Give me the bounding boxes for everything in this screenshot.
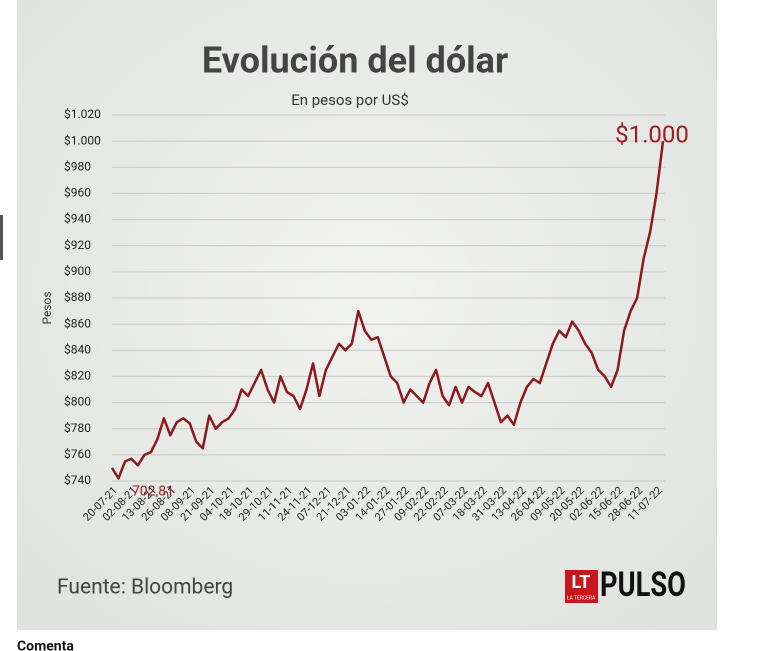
chart-title: Evolución del dólar: [202, 40, 508, 82]
y-tick-label: $860: [64, 316, 91, 330]
end-annotation: $1.000: [615, 120, 689, 148]
chart-subtitle: En pesos por US$: [291, 91, 409, 109]
y-axis-label: Pesos: [40, 291, 54, 324]
y-tick-label: $900: [64, 264, 91, 278]
y-tick-label: $800: [64, 395, 91, 409]
comment-link[interactable]: Comenta: [17, 639, 74, 651]
edge-mark: [0, 215, 3, 260]
y-tick-label: $740: [64, 473, 91, 487]
price-line: [110, 140, 665, 480]
infographic-background: [17, 0, 717, 630]
logo-small: LA TERCERA: [567, 595, 596, 601]
y-tick-label: $960: [64, 186, 91, 200]
y-tick-label: $1.020: [64, 107, 101, 121]
logo-box: [565, 570, 598, 603]
y-tick-label: $940: [64, 212, 91, 226]
y-tick-label: $980: [64, 159, 91, 173]
y-tick-label: $1.000: [64, 133, 101, 147]
y-tick-label: $840: [64, 342, 91, 356]
source: Fuente: Bloomberg: [57, 576, 233, 600]
y-tick-label: $780: [64, 421, 91, 435]
y-tick-label: $920: [64, 238, 91, 252]
logo-mark: LT: [572, 572, 591, 593]
y-tick-label: $820: [64, 369, 91, 383]
y-tick-label: $880: [64, 290, 91, 304]
logo: LT LA TERCERA PULSO: [565, 565, 686, 605]
logo-name: PULSO: [600, 565, 686, 605]
y-tick-label: $760: [64, 447, 91, 461]
start-annotation: 702,81: [132, 484, 174, 500]
